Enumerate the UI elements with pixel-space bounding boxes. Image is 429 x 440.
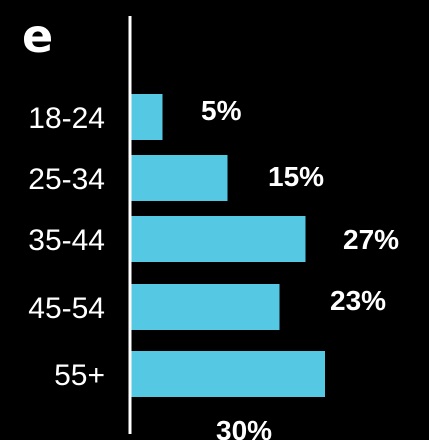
category-label: 18-24 (28, 102, 105, 135)
bar-35-44 (130, 216, 306, 262)
value-label: 23% (330, 285, 386, 316)
value-label: 30% (216, 415, 272, 440)
category-label: 45-54 (28, 292, 105, 325)
bar-18-24 (130, 94, 163, 140)
bar-45-54 (130, 284, 280, 330)
value-label: 27% (343, 224, 399, 255)
category-label: 55+ (54, 359, 105, 392)
value-label: 15% (268, 161, 324, 192)
value-label: 5% (201, 95, 242, 126)
bar-55plus (130, 351, 325, 397)
category-label: 35-44 (28, 224, 105, 257)
bars-group: 18-24 5% 25-34 15% 35-44 27% 45-54 23% 55+ 30% (28, 94, 399, 440)
category-label: 25-34 (28, 163, 105, 196)
bar-25-34 (130, 155, 228, 201)
chart-title: e (22, 9, 53, 63)
